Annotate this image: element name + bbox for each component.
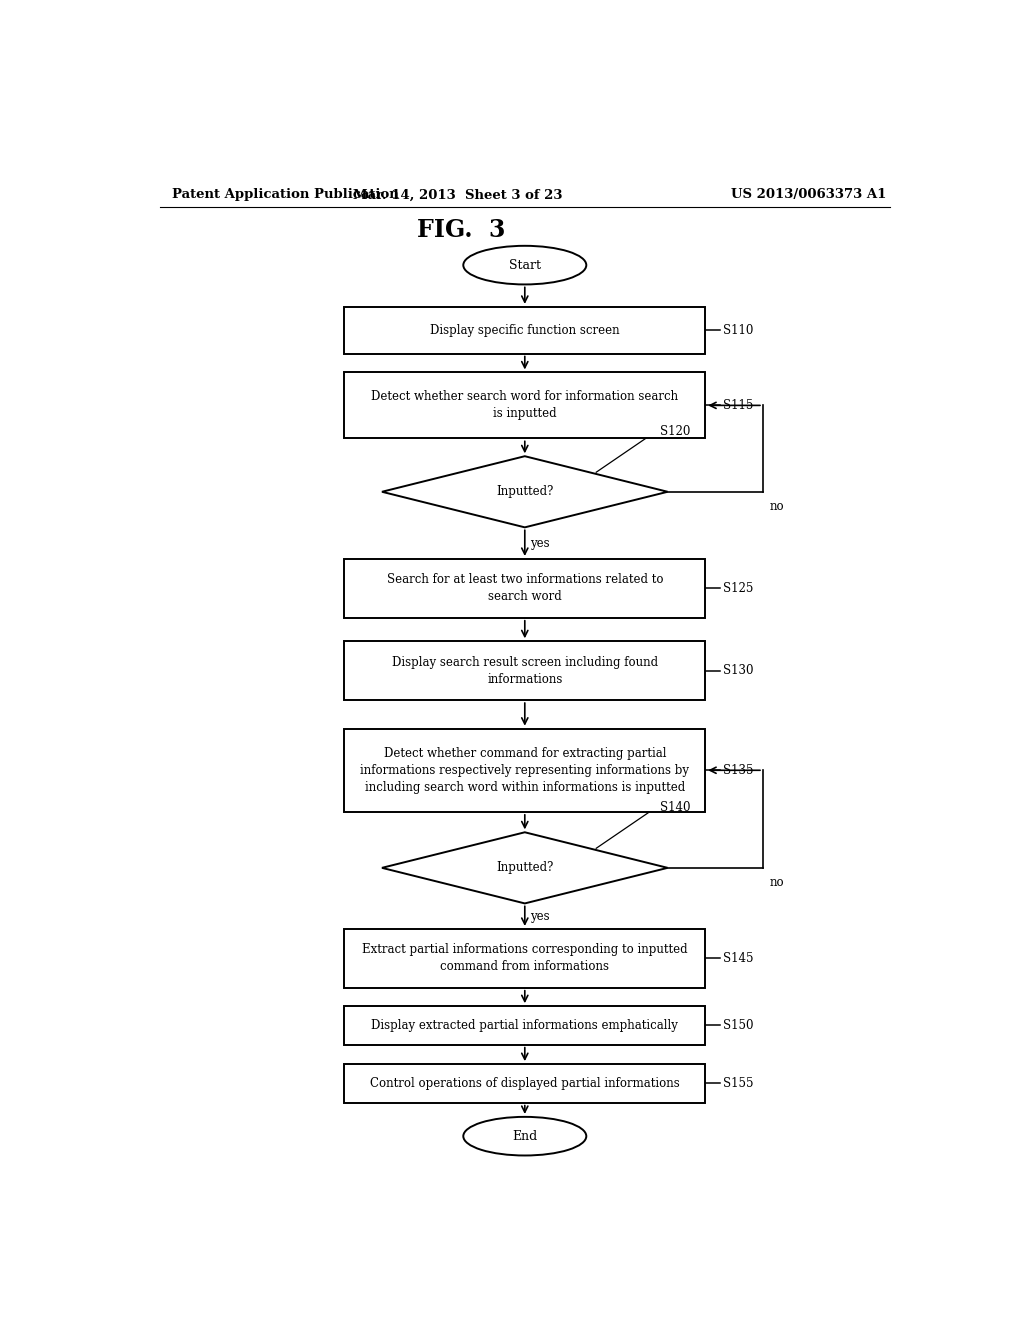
Text: Detect whether search word for information search
is inputted: Detect whether search word for informati… xyxy=(372,391,678,420)
Text: S150: S150 xyxy=(723,1019,754,1032)
Text: S135: S135 xyxy=(723,764,754,776)
Text: Display extracted partial informations emphatically: Display extracted partial informations e… xyxy=(372,1019,678,1032)
Text: Extract partial informations corresponding to inputted
command from informations: Extract partial informations correspondi… xyxy=(362,944,687,973)
Text: S110: S110 xyxy=(723,323,754,337)
Text: Patent Application Publication: Patent Application Publication xyxy=(172,189,398,202)
Ellipse shape xyxy=(463,246,587,284)
Bar xyxy=(344,558,706,618)
Text: Mar. 14, 2013  Sheet 3 of 23: Mar. 14, 2013 Sheet 3 of 23 xyxy=(352,189,562,202)
Bar xyxy=(344,1064,706,1102)
Text: no: no xyxy=(769,500,783,513)
Text: Display search result screen including found
informations: Display search result screen including f… xyxy=(392,656,657,685)
Text: S115: S115 xyxy=(723,399,754,412)
Bar xyxy=(344,306,706,354)
Bar xyxy=(344,642,706,700)
Text: yes: yes xyxy=(530,909,550,923)
Ellipse shape xyxy=(463,1117,587,1155)
Text: S155: S155 xyxy=(723,1077,754,1090)
Text: FIG.  3: FIG. 3 xyxy=(417,218,506,242)
Text: Search for at least two informations related to
search word: Search for at least two informations rel… xyxy=(386,573,664,603)
Text: Inputted?: Inputted? xyxy=(496,486,554,498)
Bar xyxy=(344,1006,706,1044)
Bar xyxy=(344,729,706,812)
Text: Detect whether command for extracting partial
informations respectively represen: Detect whether command for extracting pa… xyxy=(360,747,689,793)
Text: S140: S140 xyxy=(659,801,690,814)
Text: yes: yes xyxy=(530,537,550,549)
Text: Start: Start xyxy=(509,259,541,272)
Text: Display specific function screen: Display specific function screen xyxy=(430,323,620,337)
Text: End: End xyxy=(512,1130,538,1143)
Text: S130: S130 xyxy=(723,664,754,677)
Text: S145: S145 xyxy=(723,952,754,965)
Polygon shape xyxy=(382,833,668,903)
Text: S120: S120 xyxy=(659,425,690,438)
Bar xyxy=(344,372,706,438)
Text: S125: S125 xyxy=(723,582,754,595)
Text: no: no xyxy=(769,876,783,888)
Text: US 2013/0063373 A1: US 2013/0063373 A1 xyxy=(731,189,887,202)
Bar xyxy=(344,929,706,987)
Text: Inputted?: Inputted? xyxy=(496,862,554,874)
Text: Control operations of displayed partial informations: Control operations of displayed partial … xyxy=(370,1077,680,1090)
Polygon shape xyxy=(382,457,668,528)
